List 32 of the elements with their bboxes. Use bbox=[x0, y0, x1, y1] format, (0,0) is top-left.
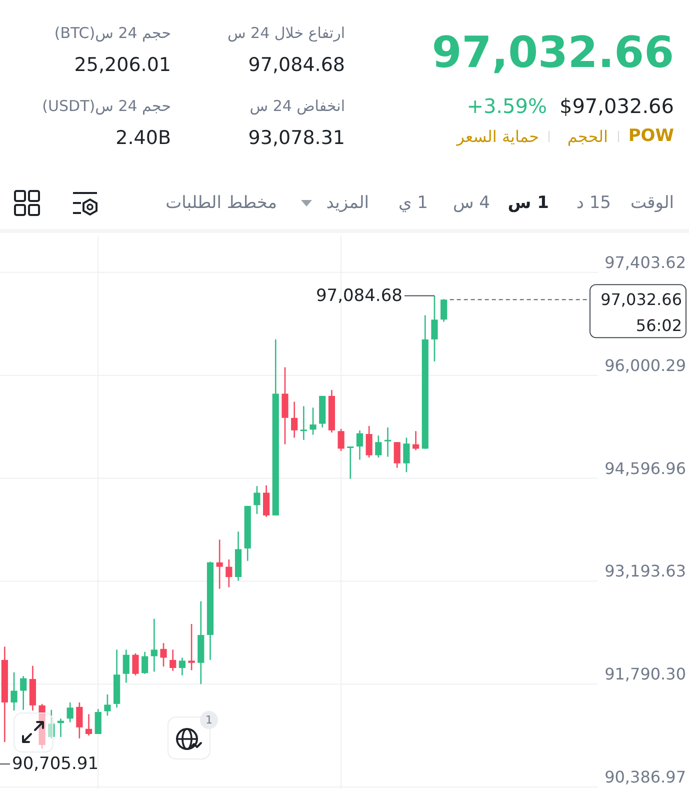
text: POW bbox=[628, 125, 674, 147]
text: الحجم bbox=[567, 126, 608, 146]
text: $97,032.66 bbox=[559, 93, 674, 119]
y-tick-label: 96,000.29 bbox=[604, 356, 686, 375]
y-tick-label: 91,790.30 bbox=[604, 664, 686, 684]
text: 1 س bbox=[508, 192, 549, 214]
text: +3.59% bbox=[466, 93, 547, 119]
y-tick-label: 93,193.63 bbox=[604, 562, 686, 581]
text: 2.40B bbox=[116, 126, 171, 150]
y-tick-label: 90,386.97 bbox=[604, 768, 686, 787]
text: انخفاض 24 س bbox=[250, 96, 345, 116]
text: 1 ي bbox=[398, 192, 428, 214]
text: حماية السعر bbox=[456, 126, 539, 146]
text: المزيد bbox=[326, 192, 369, 214]
text: ارتفاع خلال 24 س bbox=[227, 23, 345, 43]
y-tick-label: 94,596.96 bbox=[604, 458, 686, 478]
ref-line-label: 97,032.66 bbox=[600, 290, 682, 310]
text: الوقت bbox=[630, 192, 674, 214]
text: 15 د bbox=[576, 192, 611, 214]
text: 56:02 bbox=[636, 316, 682, 336]
text: 97,084.68 bbox=[248, 52, 345, 78]
annotation: 1 bbox=[206, 714, 212, 726]
annotation: 97,084.68 bbox=[316, 286, 402, 306]
chart-title: 97,032.66 bbox=[432, 27, 674, 80]
text: مخطط الطلبات bbox=[166, 192, 277, 214]
text: 25,206.01 bbox=[74, 52, 171, 78]
y-tick-label: 97,403.62 bbox=[604, 252, 686, 272]
text: حجم 24 س(USDT) bbox=[42, 96, 171, 116]
text: 93,078.31 bbox=[248, 126, 345, 150]
text: 4 س bbox=[453, 192, 490, 214]
text: حجم 24 س(BTC) bbox=[54, 23, 171, 43]
annotation: 90,705.91 bbox=[12, 754, 99, 774]
